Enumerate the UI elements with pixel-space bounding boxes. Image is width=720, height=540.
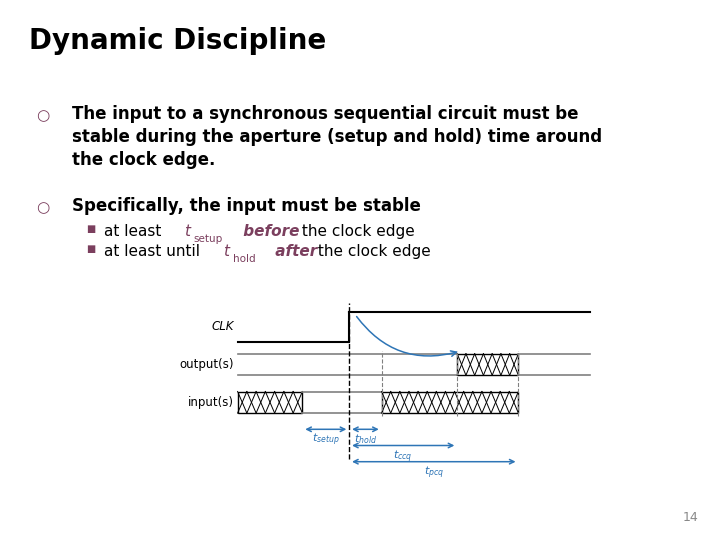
Text: at least until: at least until bbox=[104, 244, 205, 259]
Text: ○: ○ bbox=[36, 108, 49, 123]
Text: $t_{ccq}$: $t_{ccq}$ bbox=[393, 448, 413, 464]
Text: stable during the aperture (setup and hold) time around: stable during the aperture (setup and ho… bbox=[72, 128, 602, 146]
Text: after: after bbox=[270, 244, 318, 259]
Text: ○: ○ bbox=[36, 200, 49, 215]
Text: at least: at least bbox=[104, 224, 166, 239]
Text: $t_{setup}$: $t_{setup}$ bbox=[312, 432, 340, 448]
Text: input(s): input(s) bbox=[188, 396, 234, 409]
Text: 14: 14 bbox=[683, 511, 698, 524]
Text: the clock edge: the clock edge bbox=[313, 244, 431, 259]
Text: $t_{pcq}$: $t_{pcq}$ bbox=[423, 464, 444, 481]
Text: the clock edge: the clock edge bbox=[297, 224, 415, 239]
Text: ■: ■ bbox=[86, 224, 96, 234]
Text: The input to a synchronous sequential circuit must be: The input to a synchronous sequential ci… bbox=[72, 105, 578, 123]
Text: before: before bbox=[238, 224, 299, 239]
Text: t: t bbox=[184, 224, 189, 239]
Text: CLK: CLK bbox=[212, 320, 234, 333]
Text: $t_{hold}$: $t_{hold}$ bbox=[354, 432, 377, 446]
Text: t: t bbox=[223, 244, 229, 259]
Text: the clock edge.: the clock edge. bbox=[72, 151, 215, 168]
Text: Dynamic Discipline: Dynamic Discipline bbox=[29, 27, 326, 55]
Text: hold: hold bbox=[233, 254, 255, 264]
Text: output(s): output(s) bbox=[179, 358, 234, 371]
Text: ■: ■ bbox=[86, 244, 96, 254]
Text: setup: setup bbox=[193, 234, 222, 244]
Text: Specifically, the input must be stable: Specifically, the input must be stable bbox=[72, 197, 421, 215]
